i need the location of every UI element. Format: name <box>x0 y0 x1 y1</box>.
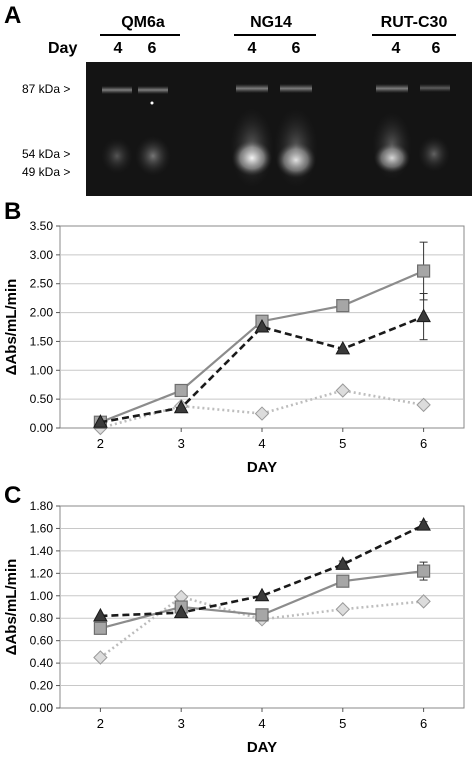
data-point-square <box>174 383 188 398</box>
x-tick-label: 5 <box>339 716 346 731</box>
data-point-diamond <box>416 594 431 609</box>
band-ng14-6-low <box>276 142 316 178</box>
y-axis-label: ΔAbs/mL/min <box>3 559 20 656</box>
lane-day-qm6a-6: 6 <box>147 40 157 57</box>
band-rut-4-87 <box>376 84 408 93</box>
y-tick-label: 1.60 <box>30 521 54 535</box>
x-axis-label: DAY <box>247 739 277 756</box>
band-rut-4-low <box>374 143 410 173</box>
chart-b: 0.00 0.50 1.00 1.50 2.00 2.50 3.00 3.50 2 3 4 5 6 DAY… <box>3 219 465 476</box>
plot-frame <box>59 505 465 709</box>
data-point-triangle <box>416 517 431 531</box>
group-label-qm6a: QM6a <box>121 14 165 31</box>
group-underline-qm6a <box>100 34 180 36</box>
y-tick-label: 1.50 <box>30 334 54 348</box>
day-label: Day <box>48 40 78 57</box>
y-tick-label: 0.00 <box>30 421 54 435</box>
y-tick-label: 0.50 <box>30 392 54 406</box>
y-tick-label: 2.50 <box>30 277 54 291</box>
speck <box>150 101 154 105</box>
data-point-diamond <box>335 602 351 617</box>
lane-day-ng14-6: 6 <box>291 40 301 57</box>
gel-image <box>86 62 472 196</box>
x-tick-label: 3 <box>178 716 185 731</box>
data-point-triangle <box>173 399 189 414</box>
series-line-triangle <box>100 523 425 618</box>
x-tick-label: 2 <box>97 436 104 451</box>
panel-b-letter: B <box>4 198 22 225</box>
y-tick-label: 1.00 <box>30 363 54 377</box>
x-tick-label: 6 <box>420 716 427 731</box>
lane-day-qm6a-4: 4 <box>113 40 123 57</box>
x-tick-label: 3 <box>178 436 185 451</box>
data-point-triangle <box>416 308 431 323</box>
band-ng14-6-87 <box>280 84 312 93</box>
y-tick-label: 0.00 <box>30 701 54 715</box>
band-qm6a-6-87 <box>138 86 168 94</box>
group-label-ng14: NG14 <box>250 14 292 31</box>
data-point-triangle <box>335 556 351 570</box>
marker-87kda: 87 kDa > <box>22 82 71 96</box>
band-qm6a-4-87 <box>102 86 132 94</box>
y-tick-label: 0.20 <box>30 679 54 693</box>
band-rut-6-87 <box>420 84 450 92</box>
data-point-square <box>417 264 431 278</box>
lane-day-rut-6: 6 <box>431 40 441 57</box>
group-underline-rut-c30 <box>372 34 456 36</box>
data-point-square <box>336 574 350 588</box>
band-ng14-4-87 <box>236 84 268 93</box>
y-tick-label: 0.60 <box>30 634 54 648</box>
y-tick-label: 3.50 <box>30 219 54 233</box>
y-tick-label: 1.40 <box>30 544 54 558</box>
y-tick-label: 0.40 <box>30 656 54 670</box>
band-rut-6-low <box>418 136 450 172</box>
band-qm6a-6-low <box>135 136 171 176</box>
data-point-diamond <box>335 383 351 398</box>
data-point-triangle <box>335 340 351 355</box>
data-point-square <box>417 564 431 578</box>
y-tick-label: 1.00 <box>30 589 54 603</box>
data-point-diamond <box>254 406 270 421</box>
x-tick-label: 2 <box>97 716 104 731</box>
panel-a-letter: A <box>4 2 22 29</box>
y-tick-label: 3.00 <box>30 248 54 262</box>
data-point-triangle <box>93 607 108 622</box>
x-tick-label: 6 <box>420 436 427 451</box>
data-point-square <box>93 621 108 635</box>
marker-54kda: 54 kDa > <box>22 147 71 161</box>
data-point-diamond <box>93 650 108 665</box>
marker-49kda: 49 kDa > <box>22 165 71 179</box>
data-point-triangle <box>173 604 189 619</box>
group-underline-ng14 <box>234 34 316 36</box>
data-point-triangle <box>254 587 270 602</box>
lane-day-ng14-4: 4 <box>247 40 257 57</box>
band-qm6a-4-low <box>101 138 133 174</box>
data-point-triangle <box>93 414 108 428</box>
y-tick-label: 1.80 <box>30 499 54 513</box>
series-line-triangle <box>100 315 425 424</box>
chart-c: 0.00 0.20 0.40 0.60 0.80 1.00 1.20 1.40 1.60 1.80… <box>3 499 465 756</box>
panel-c-letter: C <box>4 482 22 509</box>
series-line-diamond <box>100 389 424 430</box>
x-tick-label: 4 <box>258 436 265 451</box>
data-point-square <box>336 299 350 313</box>
data-point-triangle <box>254 318 270 333</box>
x-tick-label: 4 <box>258 716 265 731</box>
data-point-diamond <box>416 397 431 413</box>
x-axis-label: DAY <box>247 459 277 476</box>
y-tick-label: 0.80 <box>30 611 54 625</box>
x-tick-label: 5 <box>339 436 346 451</box>
group-label-rut-c30: RUT-C30 <box>380 14 448 31</box>
y-axis-label: ΔAbs/mL/min <box>3 279 20 376</box>
band-ng14-4-low <box>232 140 272 176</box>
data-point-square <box>255 608 269 622</box>
y-tick-label: 1.20 <box>30 566 54 580</box>
lane-day-rut-4: 4 <box>391 40 401 57</box>
y-tick-label: 2.00 <box>30 306 54 320</box>
